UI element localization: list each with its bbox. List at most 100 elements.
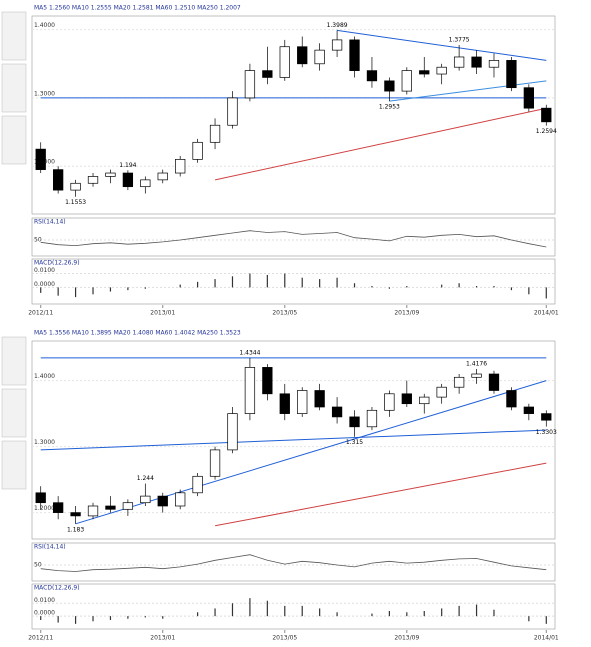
tab[interactable]	[1, 11, 27, 61]
candle-body	[262, 70, 273, 78]
x-tick-label: 2013/09	[394, 310, 419, 317]
price-annotation: 1.244	[137, 475, 154, 482]
candle-body	[209, 124, 221, 143]
candle-body	[105, 172, 116, 177]
candle-body	[349, 416, 360, 428]
x-tick-label: 2013/05	[272, 310, 297, 317]
tab[interactable]	[1, 388, 27, 438]
price-annotation: 1.4176	[466, 360, 487, 367]
candle-body	[453, 376, 465, 388]
candle-body	[157, 172, 168, 181]
y-tick-label: 1.3000	[34, 439, 55, 446]
rsi-frame	[31, 542, 556, 582]
candle-body	[366, 409, 378, 428]
rsi-title: RSI(14,14)	[34, 544, 66, 551]
candle-body	[140, 495, 151, 504]
y-tick-label: 1.4000	[34, 373, 55, 380]
candle-body	[297, 46, 308, 65]
macd-frame	[31, 583, 556, 630]
trendline	[215, 462, 547, 527]
candle-body	[244, 367, 256, 414]
price-annotation: 1.2594	[536, 128, 557, 135]
tab[interactable]	[1, 115, 27, 165]
candle-body	[453, 56, 465, 68]
price-annotation: 1.315	[346, 439, 363, 446]
candle-body	[541, 413, 552, 421]
rsi-title: RSI(14,14)	[34, 219, 66, 226]
x-tick-label: 2014/01	[534, 635, 559, 642]
candle-body	[53, 502, 64, 513]
macd-tick-label: 0.0100	[34, 597, 55, 604]
trendline	[389, 80, 547, 102]
candle-body	[192, 475, 203, 494]
candle-body	[331, 406, 343, 418]
y-tick-label: 1.3000	[34, 90, 55, 97]
price-chart: MA5 1.3556 MA10 1.3895 MA20 1.4080 MA60 …	[28, 330, 559, 642]
candle-body	[244, 70, 256, 99]
candle-body	[331, 39, 343, 51]
rsi-line	[40, 554, 547, 572]
candle-body	[436, 386, 447, 398]
candle-body	[488, 373, 500, 391]
candle-body	[506, 390, 517, 408]
macd-tick-label: 0.0000	[34, 281, 55, 288]
candle-body	[436, 66, 447, 75]
y-tick-label: 1.4000	[34, 22, 55, 29]
indicator-header: MA5 1.3556 MA10 1.3895 MA20 1.4080 MA60 …	[34, 330, 241, 337]
candle-body	[401, 393, 412, 405]
price-annotation: 1.4344	[239, 349, 260, 356]
price-chart: MA5 1.2560 MA10 1.2555 MA20 1.2581 MA60 …	[28, 5, 559, 317]
candle-body	[157, 495, 168, 507]
plot-frame	[31, 15, 556, 215]
x-tick-label: 2013/09	[394, 635, 419, 642]
sidebar-2	[1, 336, 27, 490]
price-annotation: 1.183	[67, 526, 84, 533]
candle-body	[140, 179, 151, 188]
candle-body	[122, 172, 134, 188]
candle-body	[53, 169, 64, 191]
candle-body	[70, 182, 81, 191]
rsi-tick-label: 50	[34, 237, 42, 244]
candle-body	[384, 80, 395, 92]
trendline	[75, 380, 547, 525]
tab[interactable]	[1, 336, 27, 386]
candle-body	[35, 492, 46, 504]
trendline	[337, 29, 547, 61]
candle-body	[471, 56, 482, 68]
x-tick-label: 2014/01	[534, 310, 559, 317]
candle-body	[314, 49, 325, 65]
price-annotation: 1.3303	[536, 429, 557, 436]
candle-body	[192, 141, 203, 160]
candle-body	[488, 60, 500, 68]
price-annotation: 1.1553	[65, 199, 86, 206]
indicator-header: MA5 1.2560 MA10 1.2555 MA20 1.2581 MA60 …	[34, 5, 241, 12]
macd-frame	[31, 258, 556, 305]
x-tick-label: 2013/01	[150, 635, 175, 642]
macd-tick-label: 0.0000	[34, 610, 55, 617]
candle-body	[122, 502, 134, 510]
x-tick-label: 2012/11	[28, 635, 53, 642]
y-tick-label: 1.2000	[34, 505, 55, 512]
candle-body	[419, 396, 430, 405]
candle-body	[523, 87, 534, 109]
rsi-line	[40, 230, 547, 248]
candle-body	[209, 449, 221, 477]
candle-body	[314, 390, 325, 408]
tab[interactable]	[1, 63, 27, 113]
candle-body	[523, 406, 534, 414]
price-annotation: 1.3775	[449, 37, 470, 44]
candle-body	[227, 413, 238, 451]
candle-body	[87, 505, 99, 517]
candle-body	[541, 107, 552, 123]
candle-body	[175, 159, 186, 174]
candle-body	[227, 97, 238, 126]
candle-body	[175, 492, 186, 507]
candle-body	[401, 70, 412, 92]
candle-body	[279, 393, 290, 414]
macd-title: MACD(12,26,9)	[34, 585, 80, 592]
trendline	[214, 107, 547, 181]
candle-body	[384, 393, 395, 411]
candle-body	[35, 148, 46, 170]
tab[interactable]	[1, 440, 27, 490]
macd-tick-label: 0.0100	[34, 267, 55, 274]
